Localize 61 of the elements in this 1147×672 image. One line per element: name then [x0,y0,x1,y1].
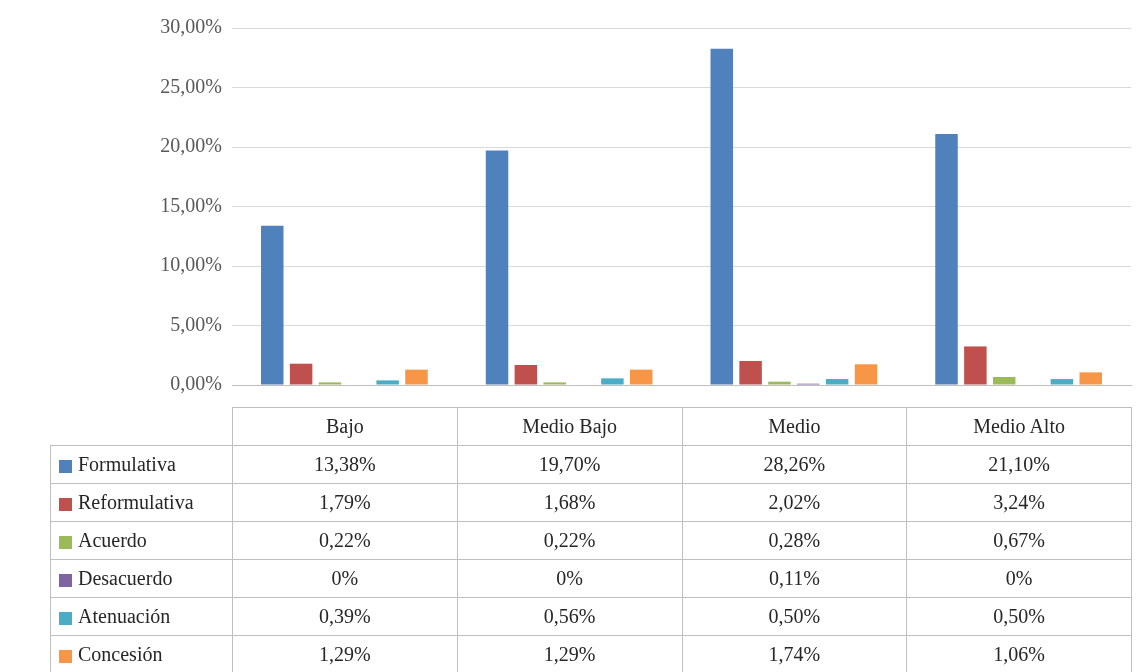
x-tick-label: Bajo [232,407,458,446]
data-label: 0,67% [906,521,1132,560]
data-label: 13,38% [232,445,458,484]
y-tick-label: 30,00% [160,15,222,38]
data-label: 0,28% [682,521,907,560]
data-label: 21,10% [906,445,1132,484]
bar [601,378,624,385]
legend-label: Atenuación [78,605,171,627]
legend-label: Concesión [78,643,163,665]
y-tick-label: 20,00% [160,134,222,157]
bar [629,369,653,385]
bar [543,382,566,385]
y-tick-label: 10,00% [160,253,222,276]
y-tick-label: 5,00% [170,312,222,335]
legend-label: Reformulativa [78,491,194,513]
data-label: 1,29% [457,635,682,672]
data-label: 3,24% [906,483,1132,522]
data-label: 0,50% [682,597,907,636]
x-tick-label: Medio Alto [906,407,1132,446]
legend-label: Desacuerdo [78,567,173,589]
bar [825,379,849,385]
bar [1050,379,1074,385]
y-tick-label: 25,00% [160,74,222,97]
data-label: 0,22% [457,521,682,560]
data-label: 1,29% [232,635,458,672]
bar [1079,372,1102,385]
legend-label: Acuerdo [78,529,147,551]
bar [964,346,987,385]
bar [854,364,878,385]
bar [318,382,342,385]
data-label: 0,56% [457,597,682,636]
data-label: 19,70% [457,445,682,484]
data-label: 1,74% [682,635,907,672]
data-label: 0,11% [682,559,907,598]
data-label: 1,79% [232,483,458,522]
bar [514,365,538,385]
data-label: 0% [232,559,458,598]
data-label: 2,02% [682,483,907,522]
bar [710,48,734,385]
data-label: 0% [906,559,1132,598]
x-tick-label: Medio Bajo [457,407,682,446]
data-label: 0% [457,559,682,598]
data-label: 1,06% [906,635,1132,672]
y-tick-label: 15,00% [160,193,222,216]
y-tick-label: 0,00% [170,372,222,395]
bar [992,377,1016,385]
data-label: 0,22% [232,521,458,560]
bar [768,381,791,385]
bar [405,369,428,385]
bar [376,380,399,385]
legend-label: Formulativa [78,453,176,475]
x-tick-label: Medio [682,407,907,446]
bar [935,133,958,385]
bar [261,225,284,385]
bar [739,360,762,385]
data-label: 0,39% [232,597,458,636]
bar [289,363,313,385]
data-label: 28,26% [682,445,907,484]
bar [485,150,509,385]
data-label: 0,50% [906,597,1132,636]
data-label: 1,68% [457,483,682,522]
